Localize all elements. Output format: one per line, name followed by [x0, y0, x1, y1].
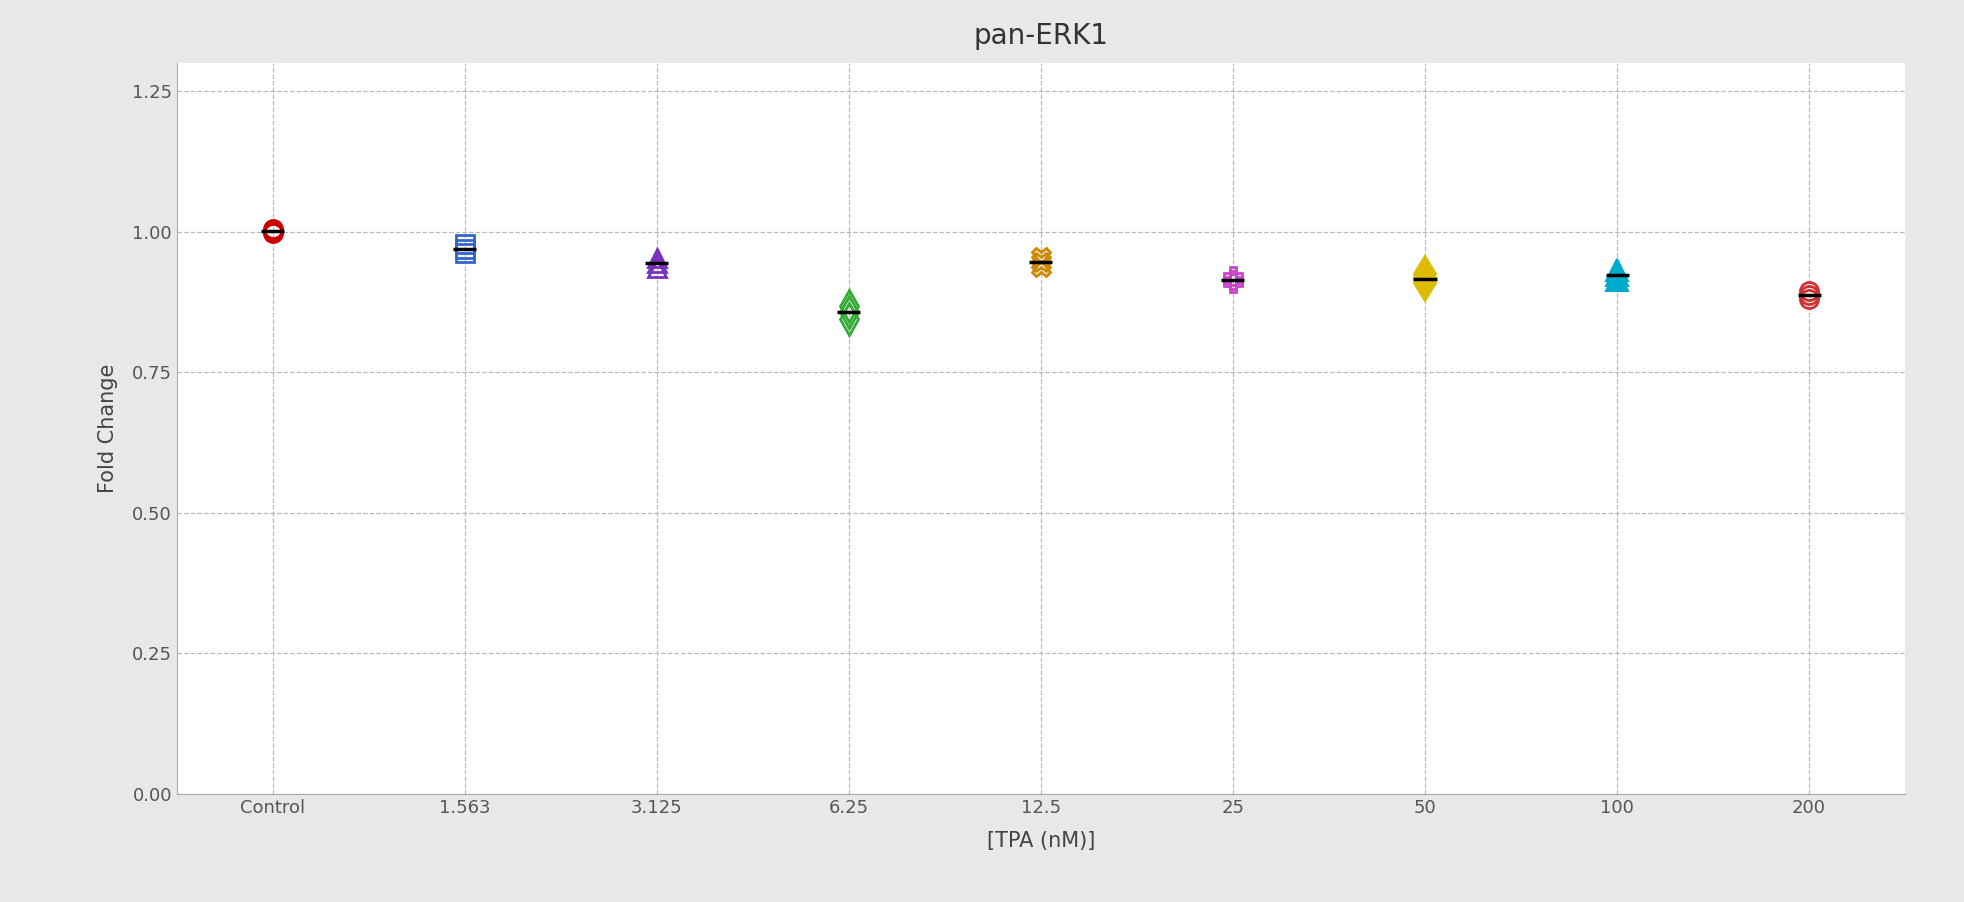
X-axis label: [TPA (nM)]: [TPA (nM)]: [986, 831, 1096, 851]
Y-axis label: Fold Change: Fold Change: [98, 364, 118, 493]
Title: pan-ERK1: pan-ERK1: [974, 22, 1108, 50]
